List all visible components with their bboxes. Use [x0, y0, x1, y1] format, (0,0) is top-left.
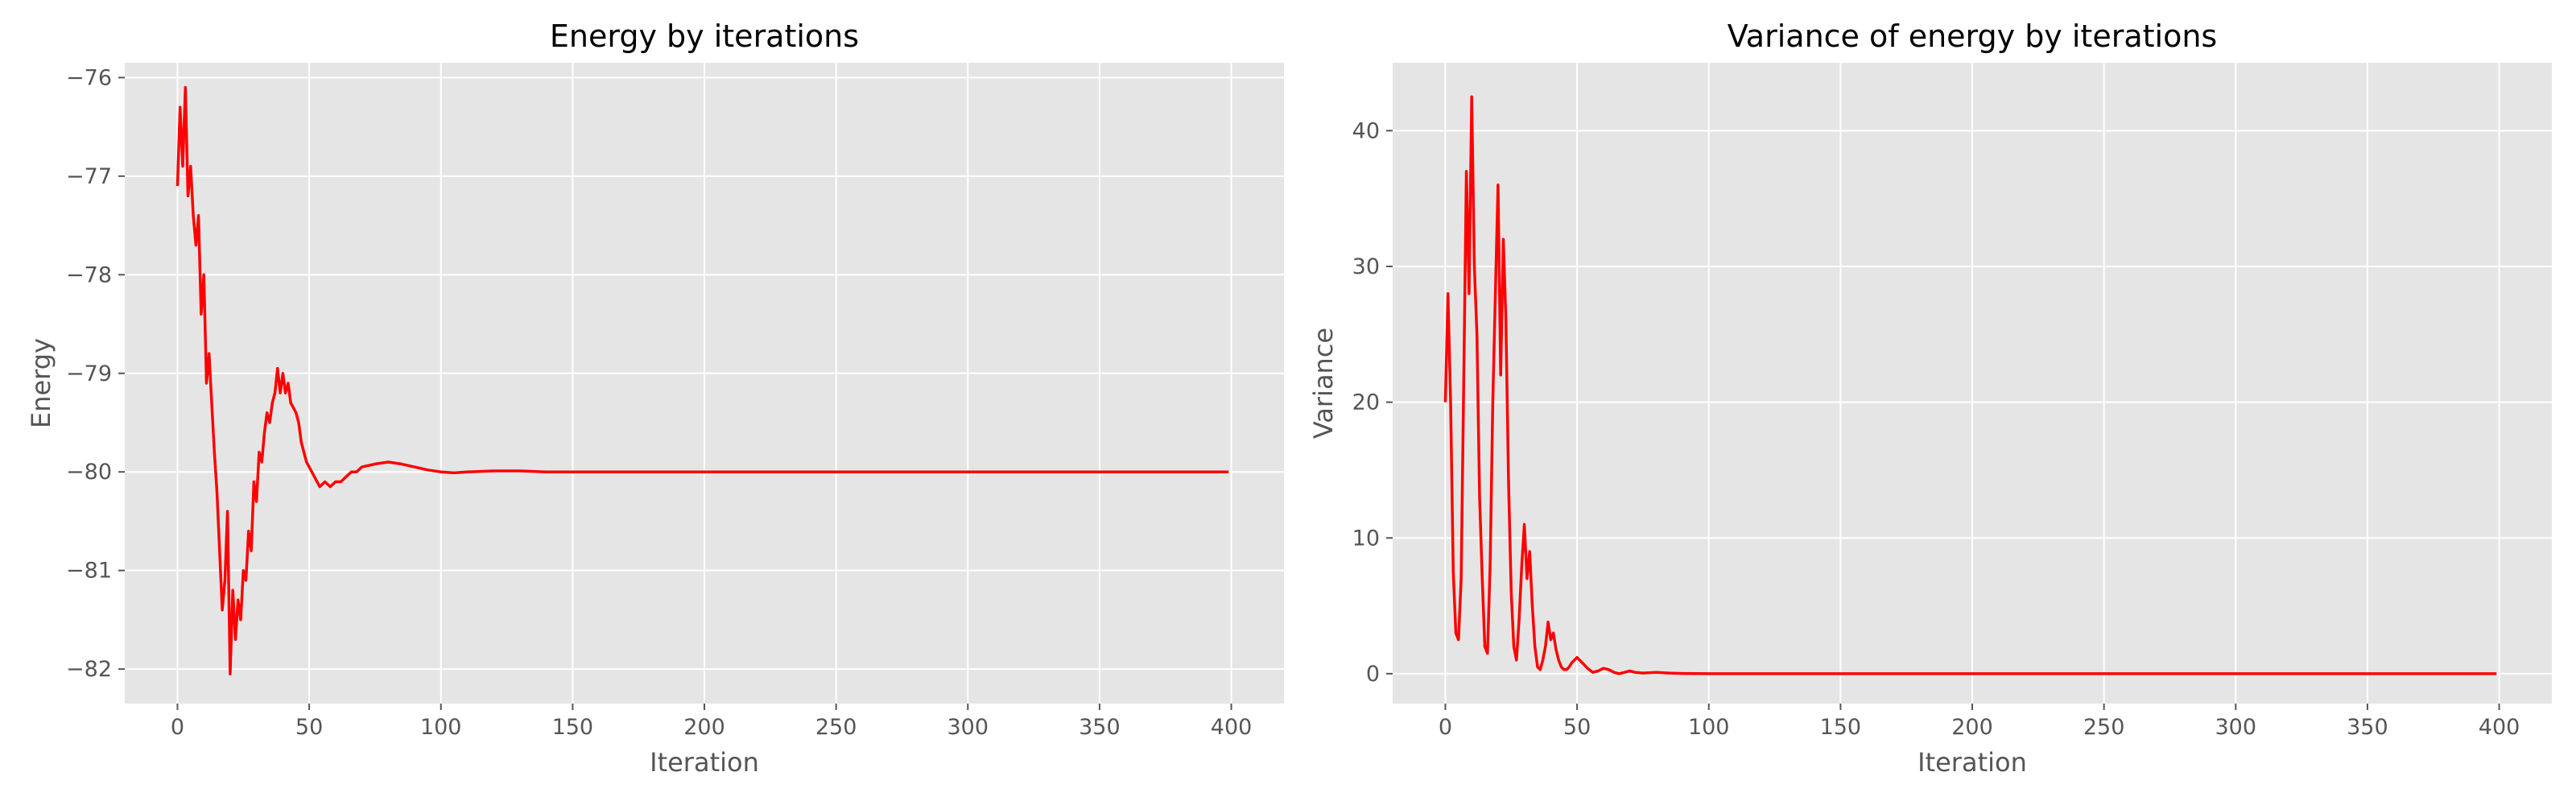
- variance-y-tick-label: 40: [1352, 118, 1380, 143]
- energy-y-tick-label: −78: [66, 262, 112, 287]
- variance-x-axis-label: Iteration: [1918, 747, 2027, 778]
- variance-y-tick-label: 30: [1352, 254, 1380, 279]
- energy-x-tick-label: 0: [171, 715, 184, 740]
- energy-y-tick-label: −81: [66, 559, 112, 584]
- variance-x-tick-label: 0: [1439, 715, 1452, 740]
- variance-y-tick-label: 20: [1352, 390, 1380, 415]
- energy-chart-title: Energy by iterations: [550, 19, 859, 54]
- energy-ticks: 0 50 100 150 200 250 300 350 400 −82 −81 −80 −79 −78 −…: [66, 65, 1252, 740]
- energy-series: [175, 85, 1229, 676]
- energy-y-axis-label: Energy: [26, 338, 56, 428]
- variance-x-tick-label: 100: [1688, 715, 1730, 740]
- variance-x-tick-label: 50: [1563, 715, 1591, 740]
- energy-x-tick-label: 300: [947, 715, 989, 740]
- variance-y-axis-label: Variance: [1308, 328, 1339, 439]
- variance-chart: 0 50 100 150 200 250 300 350 400 0 10 20 30 40 Varian…: [1308, 19, 2552, 778]
- variance-chart-title: Variance of energy by iterations: [1728, 19, 2217, 54]
- energy-series-line: [175, 85, 1229, 676]
- energy-y-tick-label: −80: [66, 460, 112, 485]
- variance-x-tick-label: 200: [1951, 715, 1993, 740]
- energy-x-tick-label: 250: [815, 715, 857, 740]
- energy-x-tick-label: 150: [552, 715, 594, 740]
- variance-series-line: [1443, 95, 2497, 675]
- variance-x-tick-label: 250: [2083, 715, 2125, 740]
- energy-x-axis-label: Iteration: [650, 747, 759, 778]
- energy-y-tick-label: −77: [66, 164, 112, 189]
- variance-y-tick-label: 10: [1352, 526, 1380, 551]
- variance-x-tick-label: 400: [2479, 715, 2520, 740]
- energy-y-tick-label: −82: [66, 657, 112, 682]
- energy-x-tick-label: 400: [1211, 715, 1253, 740]
- variance-x-tick-label: 150: [1820, 715, 1862, 740]
- variance-x-tick-label: 300: [2215, 715, 2256, 740]
- energy-chart: 0 50 100 150 200 250 300 350 400 −82 −81 −80 −79 −78 −…: [26, 19, 1284, 778]
- variance-series: [1443, 95, 2497, 675]
- energy-x-tick-label: 50: [295, 715, 323, 740]
- energy-y-tick-label: −76: [66, 65, 112, 90]
- energy-x-tick-label: 200: [683, 715, 725, 740]
- energy-y-tick-label: −79: [66, 361, 112, 386]
- variance-x-tick-label: 350: [2347, 715, 2388, 740]
- energy-x-tick-label: 100: [420, 715, 462, 740]
- variance-y-tick-label: 0: [1366, 662, 1380, 687]
- variance-ticks: 0 50 100 150 200 250 300 350 400 0 10 20 30 40: [1352, 118, 2520, 740]
- energy-x-tick-label: 350: [1079, 715, 1121, 740]
